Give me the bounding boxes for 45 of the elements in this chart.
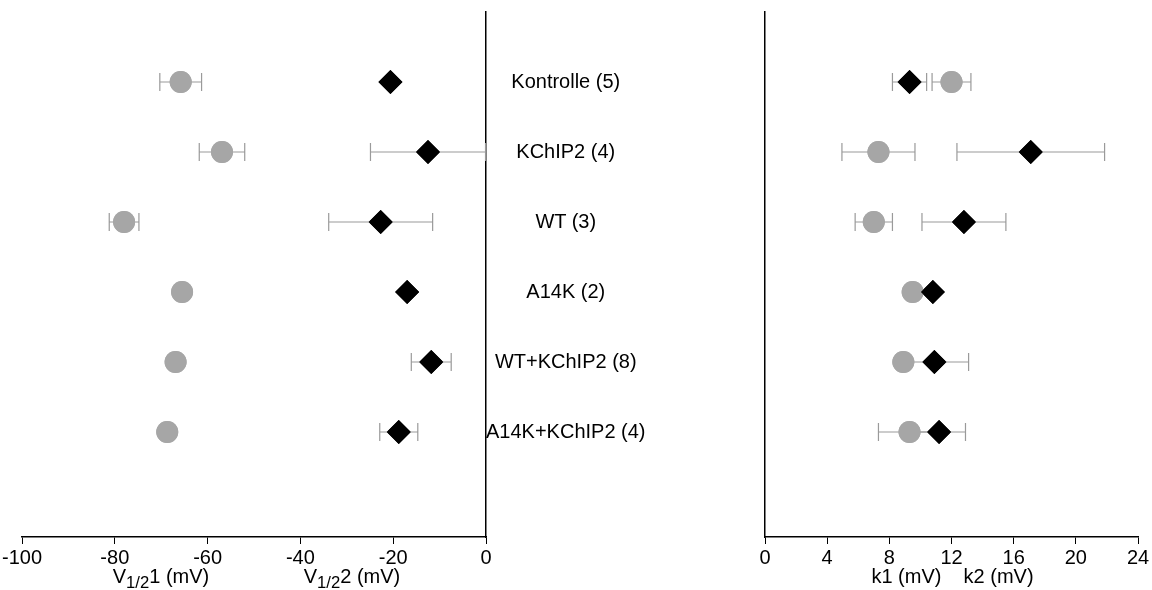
point — [922, 350, 947, 374]
point — [169, 71, 192, 93]
point — [897, 70, 922, 94]
point — [898, 421, 921, 443]
x-tick-label: -80 — [100, 545, 130, 568]
x-tick-label: 0 — [480, 545, 492, 568]
point — [164, 351, 187, 373]
point — [395, 280, 420, 304]
point — [368, 210, 393, 234]
x-tick-label: 16 — [1002, 545, 1025, 568]
x-tick-label: 8 — [883, 545, 895, 568]
x-tick-label: 12 — [940, 545, 963, 568]
y-tick-label: WT+KChIP2 (8) — [494, 349, 637, 372]
x-axis-title: V$_{1/2}$1 (mV) V$_{1/2}$2 (mV) — [112, 565, 401, 590]
point — [113, 211, 136, 233]
x-tick-label: 4 — [821, 545, 833, 568]
point — [171, 281, 194, 303]
x-tick-label: 0 — [759, 545, 771, 568]
point — [892, 351, 915, 373]
x-tick-label: 20 — [1064, 545, 1087, 568]
point — [927, 420, 952, 444]
point — [1018, 140, 1043, 164]
x-tick-label: -100 — [2, 545, 43, 568]
point — [210, 141, 233, 163]
point — [862, 211, 885, 233]
point — [386, 420, 411, 444]
point — [416, 140, 440, 164]
x-tick-label: -20 — [378, 545, 408, 568]
y-tick-label: WT (3) — [535, 209, 597, 232]
point — [378, 70, 403, 94]
x-axis-title: k1 (mV) k2 (mV) — [871, 565, 1034, 587]
y-tick-label: A14K (2) — [526, 279, 606, 302]
point — [156, 421, 179, 443]
point — [901, 281, 924, 303]
x-tick-label: -60 — [193, 545, 223, 568]
point — [867, 141, 890, 163]
point — [920, 280, 945, 304]
y-tick-label: KChIP2 (4) — [516, 139, 616, 162]
point — [940, 71, 963, 93]
point — [951, 210, 976, 234]
point — [419, 350, 444, 374]
y-tick-label: A14K+KChIP2 (4) — [486, 419, 646, 442]
y-tick-label: Kontrolle (5) — [511, 69, 621, 92]
x-tick-label: -40 — [285, 545, 315, 568]
x-tick-label: 24 — [1126, 545, 1150, 568]
